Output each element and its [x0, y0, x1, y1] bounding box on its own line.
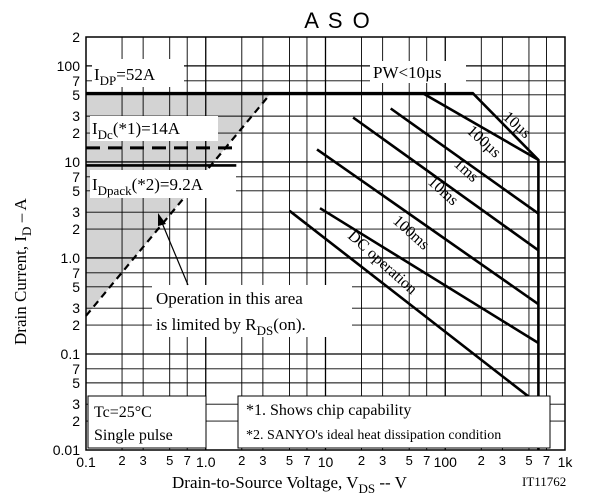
- y-tick-label: 3: [72, 300, 80, 316]
- idp-label: IDP=52A: [94, 65, 156, 88]
- label-1ms: 1ms: [450, 155, 481, 185]
- figure-code: IT11762: [522, 474, 566, 489]
- y-tick-label: 0.01: [53, 442, 80, 458]
- idpack-label: IDpack(*2)=9.2A: [92, 175, 204, 198]
- series-line-10-s: [422, 92, 540, 162]
- x-axis-label: Drain-to-Source Voltage, VDS -- V: [172, 473, 408, 496]
- operation-arrow: [159, 217, 189, 286]
- x-decade-tick-label: 100: [434, 454, 458, 470]
- idp-label-bg: [92, 59, 184, 87]
- y-tick-label: 2: [72, 125, 80, 141]
- operation-note-line1: Operation in this area: [156, 289, 303, 308]
- note-heat-dissipation: *2. SANYO's ideal heat dissipation condi…: [246, 428, 501, 443]
- y-tick-label: 10: [64, 154, 80, 170]
- x-decade-tick-label: 1.0: [196, 454, 216, 470]
- conditions-box: [87, 395, 207, 449]
- x-decade-tick-label: 1k: [558, 454, 574, 470]
- x-minor-tick-label: 5: [525, 453, 532, 468]
- notes-box-bg: [238, 396, 550, 448]
- condition-pulse: Single pulse: [94, 427, 173, 444]
- x-minor-tick-label: 3: [499, 453, 506, 468]
- y-tick-label: 2: [72, 221, 80, 237]
- y-tick-label: 7: [72, 361, 80, 377]
- x-minor-tick-label: 2: [358, 453, 365, 468]
- y-tick-label: 3: [72, 204, 80, 220]
- operation-note-bg: [152, 285, 352, 337]
- series-line-1ms: [352, 116, 540, 252]
- note-chip-capability: *1. Shows chip capability: [246, 402, 411, 419]
- y-tick-label: 7: [72, 73, 80, 89]
- x-decade-tick-label: 10: [318, 454, 334, 470]
- x-minor-tick-label: 2: [478, 453, 485, 468]
- y-tick-label: 5: [72, 183, 80, 199]
- idc-label: IDc(*1)=14A: [92, 119, 181, 142]
- y-tick-label: 2: [72, 317, 80, 333]
- plot-frame: [85, 36, 566, 451]
- y-tick-label: 7: [72, 169, 80, 185]
- series-line-rds-on-limit: [85, 92, 272, 317]
- y-tick-label: 0.1: [61, 346, 81, 362]
- y-axis-label: Drain Current, ID – A: [11, 197, 34, 345]
- y-tick-label: 3: [72, 396, 80, 412]
- x-minor-tick-label: 3: [140, 453, 147, 468]
- series-line-100ms: [319, 207, 540, 345]
- x-minor-tick-label: 7: [303, 453, 310, 468]
- series-layer: [85, 91, 540, 450]
- x-minor-tick-label: 7: [423, 453, 430, 468]
- x-minor-tick-label: 2: [238, 453, 245, 468]
- idc-label-bg: [90, 116, 218, 141]
- y-tick-label: 5: [72, 375, 80, 391]
- operation-note-line2: is limited by RDS(on).: [156, 315, 306, 338]
- y-tick-label: 3: [72, 108, 80, 124]
- y-tick-label: 5: [72, 279, 80, 295]
- operation-arrowhead: [158, 213, 166, 226]
- x-decade-tick-label: 0.1: [76, 454, 96, 470]
- label-100ms: 100ms: [389, 212, 432, 253]
- y-tick-label: 1.0: [61, 250, 81, 266]
- condition-temperature: Tc=25°C: [94, 404, 152, 421]
- x-minor-tick-label: 5: [406, 453, 413, 468]
- series-line-100-s: [389, 107, 540, 215]
- x-minor-tick-label: 3: [379, 453, 386, 468]
- y-tick-label: 5: [72, 87, 80, 103]
- chart-title: A S O: [304, 8, 371, 33]
- pw-label: PW<10µs: [373, 63, 442, 82]
- x-minor-tick-label: 7: [543, 453, 550, 468]
- x-minor-tick-label: 5: [286, 453, 293, 468]
- idpack-label-bg: [90, 170, 236, 198]
- y-tick-label: 7: [72, 265, 80, 281]
- x-minor-tick-label: 5: [166, 453, 173, 468]
- notes-box: [237, 395, 551, 449]
- y-tick-label: 100: [57, 58, 81, 74]
- series-line-10ms: [316, 148, 540, 306]
- series-line-dc-operation: [288, 209, 540, 406]
- y-tick-label: 2: [72, 413, 80, 429]
- y-tick-label: 2: [72, 29, 80, 45]
- x-minor-tick-label: 3: [259, 453, 266, 468]
- tick-label-layer: 0.1 1.0 10 100 1k2 3 5 7 2 3 5 7 2 3 5 7 2 3 5 721007532107…: [53, 29, 574, 470]
- conditions-box-bg: [88, 396, 206, 448]
- series-line-pw-10-s: [86, 91, 540, 450]
- x-minor-tick-label: 7: [184, 453, 191, 468]
- pw-label-bg: [370, 61, 466, 83]
- x-minor-tick-label: 2: [118, 453, 125, 468]
